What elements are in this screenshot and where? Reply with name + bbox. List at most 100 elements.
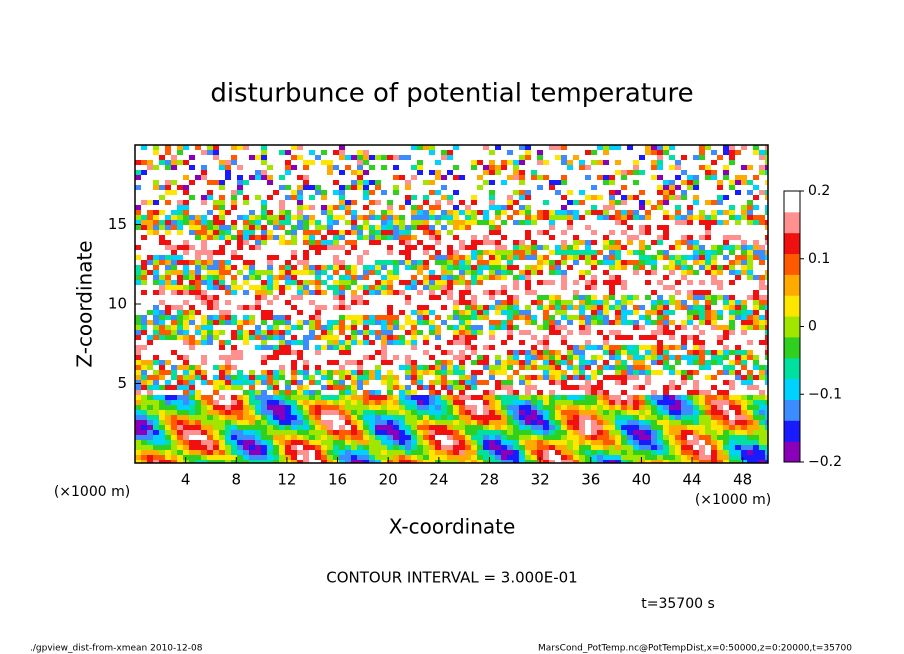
field-cell (711, 280, 717, 285)
field-cell (741, 330, 747, 335)
field-cell (681, 280, 687, 285)
field-cell (447, 235, 453, 240)
field-cell (141, 265, 147, 270)
field-cell (273, 295, 279, 300)
field-cell (231, 320, 237, 325)
field-cell (405, 150, 411, 155)
field-cell (423, 340, 429, 345)
field-cell (189, 145, 195, 150)
field-cell (621, 375, 627, 380)
field-cell (405, 300, 411, 305)
field-cell (315, 285, 321, 290)
field-cell (495, 205, 501, 210)
field-cell (597, 165, 603, 170)
field-cell (525, 185, 531, 190)
field-cell (549, 255, 555, 260)
field-cell (645, 150, 651, 155)
field-cell (477, 235, 483, 240)
field-cell (417, 220, 423, 225)
field-cell (675, 195, 681, 200)
field-cell (495, 245, 501, 250)
field-cell (153, 355, 159, 360)
field-cell (231, 330, 237, 335)
field-cell (417, 320, 423, 325)
field-cell (345, 325, 351, 330)
field-cell (735, 325, 741, 330)
field-cell (573, 150, 579, 155)
field-cell (153, 295, 159, 300)
field-cell (633, 175, 639, 180)
field-cell (255, 245, 261, 250)
field-cell (291, 210, 297, 215)
field-cell (705, 190, 711, 195)
field-cell (735, 210, 741, 215)
field-cell (765, 200, 768, 205)
field-cell (591, 320, 597, 325)
field-cell (645, 350, 651, 355)
field-cell (591, 225, 597, 230)
field-cell (249, 250, 255, 255)
field-cell (237, 335, 243, 340)
field-cell (441, 300, 447, 305)
field-cell (285, 220, 291, 225)
field-cell (531, 315, 537, 320)
field-cell (441, 285, 447, 290)
field-cell (507, 195, 513, 200)
field-cell (711, 190, 717, 195)
field-cell (573, 205, 579, 210)
field-cell (753, 160, 759, 165)
field-cell (159, 160, 165, 165)
field-cell (543, 185, 549, 190)
field-cell (549, 340, 555, 345)
field-cell (165, 200, 171, 205)
field-cell (585, 375, 591, 380)
field-cell (519, 375, 525, 380)
field-cell (699, 375, 705, 380)
field-cell (753, 300, 759, 305)
field-cell (231, 300, 237, 305)
field-cell (489, 235, 495, 240)
field-cell (495, 370, 501, 375)
field-cell (453, 330, 459, 335)
field-cell (447, 275, 453, 280)
field-cell (429, 185, 435, 190)
field-cell (357, 345, 363, 350)
field-cell (291, 360, 297, 365)
field-cell (567, 320, 573, 325)
field-cell (567, 190, 573, 195)
field-cell (735, 355, 741, 360)
field-cell (525, 290, 531, 295)
field-cell (423, 345, 429, 350)
field-cell (585, 280, 591, 285)
field-cell (747, 170, 753, 175)
field-cell (183, 370, 189, 375)
field-cell (177, 235, 183, 240)
field-cell (537, 170, 543, 175)
field-cell (453, 370, 459, 375)
field-cell (351, 230, 357, 235)
field-cell (681, 370, 687, 375)
field-cell (387, 165, 393, 170)
field-cell (429, 245, 435, 250)
field-cell (147, 235, 153, 240)
field-cell (729, 305, 735, 310)
field-cell (147, 210, 153, 215)
field-cell (633, 235, 639, 240)
field-cell (333, 230, 339, 235)
field-cell (627, 185, 633, 190)
field-cell (405, 325, 411, 330)
field-cell (531, 150, 537, 155)
field-cell (555, 225, 561, 230)
field-cell (165, 145, 171, 150)
field-cell (609, 295, 615, 300)
field-cell (633, 340, 639, 345)
field-cell (345, 320, 351, 325)
field-cell (591, 315, 597, 320)
field-cell (333, 250, 339, 255)
field-cell (207, 225, 213, 230)
field-cell (753, 290, 759, 295)
field-cell (717, 355, 723, 360)
field-cell (237, 215, 243, 220)
field-cell (573, 210, 579, 215)
field-cell (711, 180, 717, 185)
